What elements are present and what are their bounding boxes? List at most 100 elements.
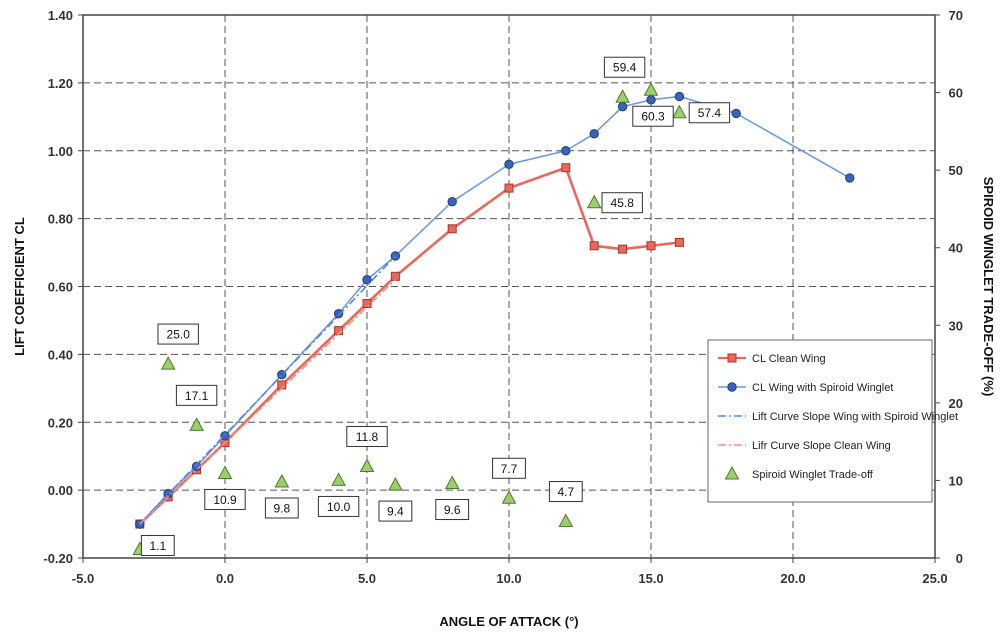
series-2 — [139, 255, 396, 525]
data-label-box — [378, 500, 413, 522]
tradeoff-point — [217, 465, 233, 479]
y-tick-label: 0.80 — [48, 212, 73, 227]
data-point — [646, 241, 656, 251]
legend-entry: Lift Curve Slope Wing with Spiroid Wingl… — [718, 411, 958, 423]
x-tick-label: -5.0 — [72, 571, 94, 586]
data-label-box — [264, 497, 299, 519]
legend-label: Lifr Curve Slope Clean Wing — [752, 440, 891, 452]
y-tick-label: -0.20 — [43, 551, 73, 566]
y2-tick-label: 10 — [949, 473, 963, 488]
y2-tick-label: 20 — [949, 396, 963, 411]
data-label: 11.8 — [356, 430, 379, 444]
data-label-box — [603, 56, 646, 78]
tradeoff-point — [643, 82, 659, 96]
x-tick-label: 0.0 — [216, 571, 234, 586]
data-label: 45.8 — [611, 196, 635, 210]
data-point — [447, 224, 457, 234]
tradeoff-point — [189, 417, 204, 431]
legend-entry: Spiroid Winglet Trade-off — [724, 465, 874, 481]
series-3 — [139, 279, 396, 525]
data-label: 59.4 — [613, 61, 637, 75]
x-tick-label: 15.0 — [638, 571, 663, 586]
tradeoff-point — [388, 477, 403, 491]
x-tick-label: 20.0 — [780, 571, 805, 586]
data-label-box — [346, 425, 388, 447]
data-label-box — [548, 481, 583, 503]
data-label: 9.4 — [387, 505, 404, 519]
data-label: 10.9 — [213, 493, 237, 507]
y2-tick-label: 30 — [949, 318, 963, 333]
y2-tick-label: 60 — [949, 86, 963, 101]
data-point — [362, 275, 372, 285]
tradeoff-point — [444, 475, 460, 490]
legend-marker — [724, 465, 740, 480]
y-tick-label: 1.00 — [48, 144, 73, 159]
x-tick-label: 5.0 — [358, 571, 376, 586]
data-label: 10.0 — [327, 500, 351, 514]
data-point — [390, 271, 400, 281]
series-layer — [132, 82, 855, 555]
data-label-box — [435, 499, 470, 521]
series-4 — [132, 82, 687, 555]
legend-marker — [727, 353, 737, 363]
y2-tick-label: 70 — [949, 8, 963, 23]
data-label: 7.7 — [501, 462, 518, 476]
data-point — [561, 163, 571, 173]
data-label-box — [688, 102, 731, 124]
data-point — [333, 308, 344, 319]
legend-label: CL Clean Wing — [752, 353, 826, 365]
tradeoff-point — [558, 513, 574, 528]
data-point — [646, 95, 656, 105]
legend-label: CL Wing with Spiroid Winglet — [752, 382, 893, 394]
data-point — [504, 159, 514, 170]
data-point — [447, 196, 457, 207]
slope-line — [139, 255, 396, 525]
y-axis-title: LIFT COEFFICIENT CL — [12, 217, 27, 356]
legend-label: Spiroid Winglet Trade-off — [752, 469, 874, 481]
data-point — [504, 183, 514, 193]
data-label-box — [204, 488, 246, 510]
data-label-box — [157, 323, 199, 345]
tradeoff-point — [331, 472, 346, 486]
legend: CL Clean Wing CL Wing with Spiroid Wingle… — [707, 339, 958, 503]
y2-tick-label: 40 — [949, 241, 963, 256]
data-label: 17.1 — [185, 389, 209, 403]
data-label: 57.4 — [698, 106, 722, 120]
y-tick-label: 0.60 — [48, 280, 73, 295]
data-point — [561, 146, 571, 156]
data-point — [618, 244, 628, 254]
legend-marker — [727, 382, 737, 392]
y-tick-label: 0.20 — [48, 415, 73, 430]
data-label: 9.6 — [444, 503, 461, 517]
tradeoff-point — [501, 490, 517, 504]
data-point — [731, 108, 741, 119]
data-labels: 1.1 25.0 17.1 10.9 9.8 10.0 11.8 9.4 9.6 7.7 4.7 45… — [140, 56, 731, 556]
tradeoff-point — [359, 458, 375, 472]
series-line — [138, 166, 680, 526]
y2-tick-label: 0 — [956, 551, 963, 566]
data-label-box — [601, 192, 643, 214]
x-tick-label: 10.0 — [496, 571, 521, 586]
data-point — [617, 101, 628, 112]
slope-line — [139, 279, 396, 525]
data-label: 4.7 — [557, 485, 574, 499]
data-point — [589, 129, 599, 139]
data-label: 25.0 — [167, 328, 191, 342]
tradeoff-point — [274, 473, 290, 488]
y-tick-label: 1.40 — [48, 8, 73, 23]
data-point — [674, 237, 684, 247]
y-tick-label: 0.00 — [48, 483, 73, 498]
x-axis-title: ANGLE OF ATTACK (°) — [439, 614, 578, 629]
data-point — [674, 91, 685, 102]
tradeoff-point — [672, 104, 687, 119]
data-label-box — [140, 534, 175, 556]
tradeoff-point — [615, 89, 630, 103]
data-label-box — [492, 457, 526, 479]
legend-entry: Lifr Curve Slope Clean Wing — [718, 440, 891, 452]
data-label-box — [317, 495, 360, 517]
data-point — [845, 173, 855, 183]
y-tick-label: 1.20 — [48, 76, 73, 91]
data-point — [589, 241, 599, 251]
x-tick-label: 25.0 — [922, 571, 947, 586]
